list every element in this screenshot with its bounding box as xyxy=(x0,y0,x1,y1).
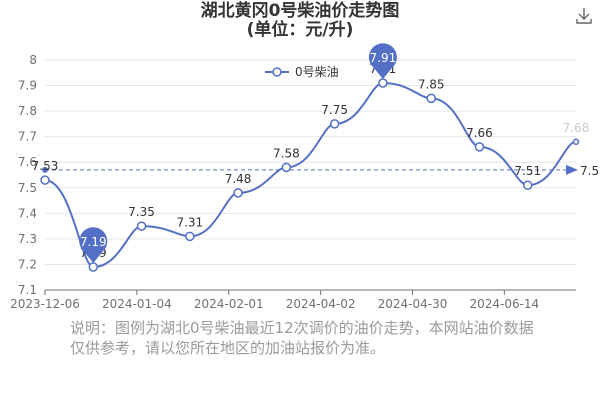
data-point xyxy=(522,180,533,190)
y-tick-label: 7.7 xyxy=(18,130,37,144)
chart-title: 湖北黄冈0号柴油价走势图 (单位：元/升) xyxy=(0,2,600,40)
x-tick-label: 2024-06-14 xyxy=(469,297,539,311)
average-label: 7.5 xyxy=(580,164,599,178)
chart-note: 说明：图例为湖北0号柴油最近12次调价的油价走势，本网站油价数据仅供参考，请以您… xyxy=(70,319,534,357)
x-tick-label: 2024-04-30 xyxy=(378,297,448,311)
series-line xyxy=(44,81,577,269)
y-tick-label: 7.9 xyxy=(18,79,37,93)
chart-title-unit: (单位：元/升) xyxy=(246,20,354,40)
data-label: 7.53 xyxy=(32,159,59,173)
x-tick-label: 2024-01-04 xyxy=(102,297,172,311)
data-point xyxy=(40,175,50,185)
data-point xyxy=(572,138,580,146)
data-label: 7.66 xyxy=(466,126,493,140)
data-point xyxy=(281,162,292,173)
min-pin-marker xyxy=(79,227,108,263)
legend-label[interactable]: 0号柴油 xyxy=(295,65,339,79)
data-point xyxy=(329,119,340,129)
min-pin-marker-label: 7.19 xyxy=(80,235,107,249)
data-point xyxy=(426,93,436,104)
data-point xyxy=(136,221,147,231)
data-label: 7.68 xyxy=(563,121,590,135)
download-icon[interactable] xyxy=(574,6,594,26)
data-point xyxy=(378,78,388,88)
data-point xyxy=(233,188,243,198)
y-tick-label: 7.4 xyxy=(18,206,37,220)
x-tick-label: 2024-04-02 xyxy=(286,297,356,311)
y-tick-label: 7.8 xyxy=(18,104,37,118)
y-tick-label: 7.3 xyxy=(18,232,37,246)
data-label: 7.31 xyxy=(176,215,203,229)
max-pin-marker xyxy=(368,43,397,79)
x-tick-label: 2024-02-01 xyxy=(194,297,264,311)
data-label: 7.75 xyxy=(321,103,348,117)
y-tick-label: 7.1 xyxy=(18,283,37,297)
max-pin-marker-label: 7.91 xyxy=(370,51,397,65)
y-tick-label: 7.5 xyxy=(18,181,37,195)
average-line-start xyxy=(42,166,48,173)
data-label: 7.85 xyxy=(418,77,445,91)
x-tick-label: 2023-12-06 xyxy=(10,297,80,311)
data-label: 7.35 xyxy=(128,205,155,219)
data-point xyxy=(88,262,99,272)
data-point xyxy=(185,231,195,242)
data-point xyxy=(474,142,485,152)
y-tick-label: 8 xyxy=(29,53,37,67)
y-tick-label: 7.2 xyxy=(18,257,37,271)
data-label: 7.48 xyxy=(225,172,252,186)
chart-title-main: 湖北黄冈0号柴油价走势图 xyxy=(200,1,400,21)
data-label: 7.51 xyxy=(514,164,541,178)
average-arrow xyxy=(566,164,578,175)
y-tick-label: 7.6 xyxy=(18,155,37,169)
legend-marker xyxy=(272,67,282,77)
data-label: 7.58 xyxy=(273,146,300,160)
